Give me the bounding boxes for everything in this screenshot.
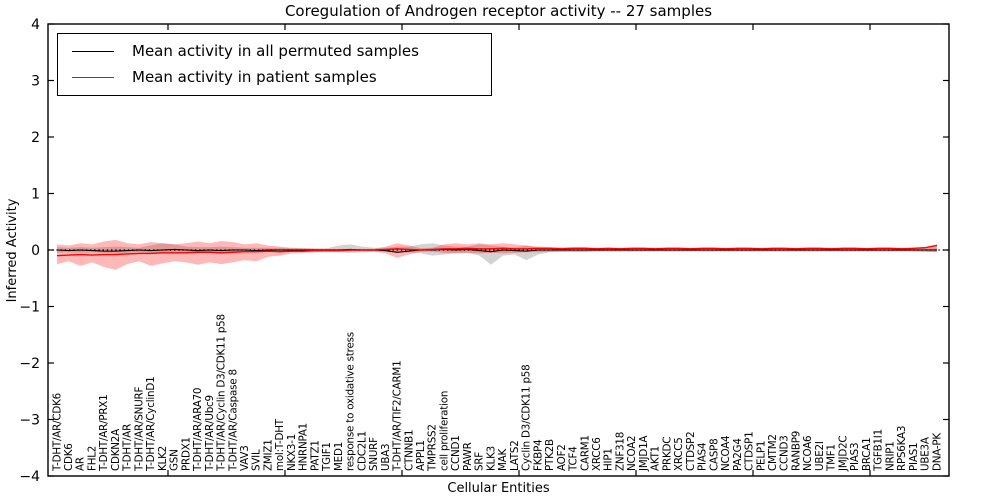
permuted-line-swatch — [72, 50, 114, 52]
entity-label: CASP8 — [708, 438, 720, 471]
entity-label: RANBP9 — [790, 431, 802, 471]
y-tick-label: −2 — [19, 356, 40, 372]
entity-label: T-DHT/AR/TIF2/CARM1 — [392, 361, 404, 472]
entity-label: T-DHT/AR/Cyclin D3/CDK11 p58 — [216, 314, 228, 472]
permuted-mean-line — [56, 248, 937, 253]
entity-label: T-DHT/AR/CyclinD1 — [145, 377, 157, 472]
entity-label: SVIL — [251, 449, 263, 471]
entity-label: FHL2 — [86, 446, 98, 471]
entity-label: CDC2L1 — [356, 431, 368, 471]
entity-label: MAK — [497, 448, 509, 471]
entity-label: NCOA4 — [720, 436, 732, 471]
entity-label: TCF4 — [568, 446, 580, 472]
entity-label: ZMIZ1 — [262, 439, 274, 471]
legend-item-patient: Mean activity in patient samples — [72, 70, 491, 85]
entity-label: FKBP4 — [532, 440, 544, 472]
legend-label-patient: Mean activity in patient samples — [132, 68, 377, 87]
entity-label: AKT1 — [650, 446, 662, 471]
entity-label: CARM1 — [579, 435, 591, 471]
entity-label: CDK6 — [63, 443, 75, 471]
y-tick-label: 2 — [31, 130, 40, 146]
entity-label: PIAS4 — [697, 443, 709, 471]
entity-label: PIAS3 — [849, 443, 861, 471]
entity-label: APPL1 — [415, 440, 427, 471]
entity-label: PELP1 — [755, 441, 767, 471]
y-tick-label: −3 — [19, 413, 40, 429]
entity-label: PTK2B — [544, 439, 556, 471]
entity-label: T-DHT/AR — [122, 424, 134, 472]
entity-label: PRKDC — [661, 437, 673, 471]
entity-label: PIAS1 — [908, 443, 920, 471]
entity-label: T-DHT/AR/Caspase 8 — [227, 369, 239, 472]
entity-label: NCOA2 — [626, 436, 638, 471]
entity-label: JMJD1A — [638, 436, 650, 472]
entity-label: NKX3-1 — [286, 434, 298, 471]
entity-label: CCND1 — [450, 435, 462, 471]
entity-label: CTDSP1 — [744, 431, 756, 471]
entity-label: UBE3A — [920, 437, 932, 471]
entity-label: TGFB1I1 — [873, 429, 885, 472]
entity-label: T-DHT/AR/Ubc9 — [204, 395, 216, 472]
entity-label: PAWR — [462, 442, 474, 471]
patient-mean-line — [56, 244, 938, 257]
x-axis-label: Cellular Entities — [447, 481, 550, 496]
legend: Mean activity in all permuted samples Me… — [57, 33, 492, 96]
entity-label: CDKN2A — [110, 429, 122, 471]
entity-label: response to oxidative stress — [345, 332, 357, 471]
entity-label: SNURF — [368, 437, 380, 471]
entity-label: DNA-PK — [931, 433, 943, 471]
entity-label: AOF2 — [556, 444, 568, 471]
entity-label: BRCA1 — [861, 438, 873, 472]
entity-label: TGIF1 — [321, 442, 333, 472]
entity-label: SRF — [474, 452, 486, 471]
chart-title: Coregulation of Androgen receptor activi… — [284, 2, 713, 20]
entity-label: CCND3 — [779, 435, 791, 471]
entity-label: KLK2 — [157, 446, 169, 471]
y-tick-label: 0 — [31, 243, 40, 259]
entity-label: XRCC5 — [673, 437, 685, 471]
patient-line-swatch — [72, 77, 114, 79]
y-tick-label: 3 — [31, 74, 40, 90]
patient-band — [57, 239, 937, 270]
entity-label: NRIP1 — [884, 441, 896, 471]
legend-label-permuted: Mean activity in all permuted samples — [132, 41, 419, 60]
entity-label: UBA3 — [380, 444, 392, 471]
entity-label: T-DHT/AR/SNURF — [133, 387, 145, 472]
entity-label: ZNF318 — [614, 432, 626, 471]
entity-label: Cyclin D3/CDK11 p58 — [521, 365, 533, 472]
entity-label: TMF1 — [826, 444, 838, 472]
entity-label: CMTM2 — [767, 434, 779, 471]
y-tick-label: −1 — [19, 300, 40, 316]
entity-label: VAV3 — [239, 445, 251, 471]
entity-label: CTDSP2 — [685, 431, 697, 471]
entity-label: XRCC6 — [591, 437, 603, 471]
entity-label: mol:T-DHT — [274, 418, 286, 471]
entity-label: JMJD2C — [837, 436, 849, 472]
entity-label: T-DHT/AR/PRX1 — [98, 394, 110, 472]
y-tick-label: 1 — [31, 187, 40, 203]
entity-label: RPS6KA3 — [896, 426, 908, 471]
entity-label: PRDX1 — [180, 437, 192, 471]
entity-label: PATZ1 — [309, 440, 321, 471]
entity-label: AR — [75, 457, 87, 471]
entity-label: PA2G4 — [732, 438, 744, 471]
entity-label: UBE2I — [814, 441, 826, 471]
entity-label: HIP1 — [603, 448, 615, 471]
entity-label: LATS2 — [509, 440, 521, 471]
entity-label: T-DHT/AR/ARA70 — [192, 388, 204, 472]
entity-label: GSN — [169, 449, 181, 471]
y-tick-label: −4 — [19, 469, 40, 485]
entity-label: cell proliferation — [438, 391, 450, 471]
entity-label: NCOA6 — [802, 436, 814, 471]
entity-label: MED1 — [333, 442, 345, 471]
entity-label: KLK3 — [485, 446, 497, 471]
entity-label: T-DHT/AR/CDK6 — [51, 393, 63, 472]
legend-item-permuted: Mean activity in all permuted samples — [72, 41, 491, 60]
entity-label: HNRNPA1 — [298, 423, 310, 471]
entity-label: TMPRSS2 — [427, 424, 439, 472]
entity-label: CTNNB1 — [403, 430, 415, 471]
y-tick-label: 4 — [31, 17, 40, 33]
